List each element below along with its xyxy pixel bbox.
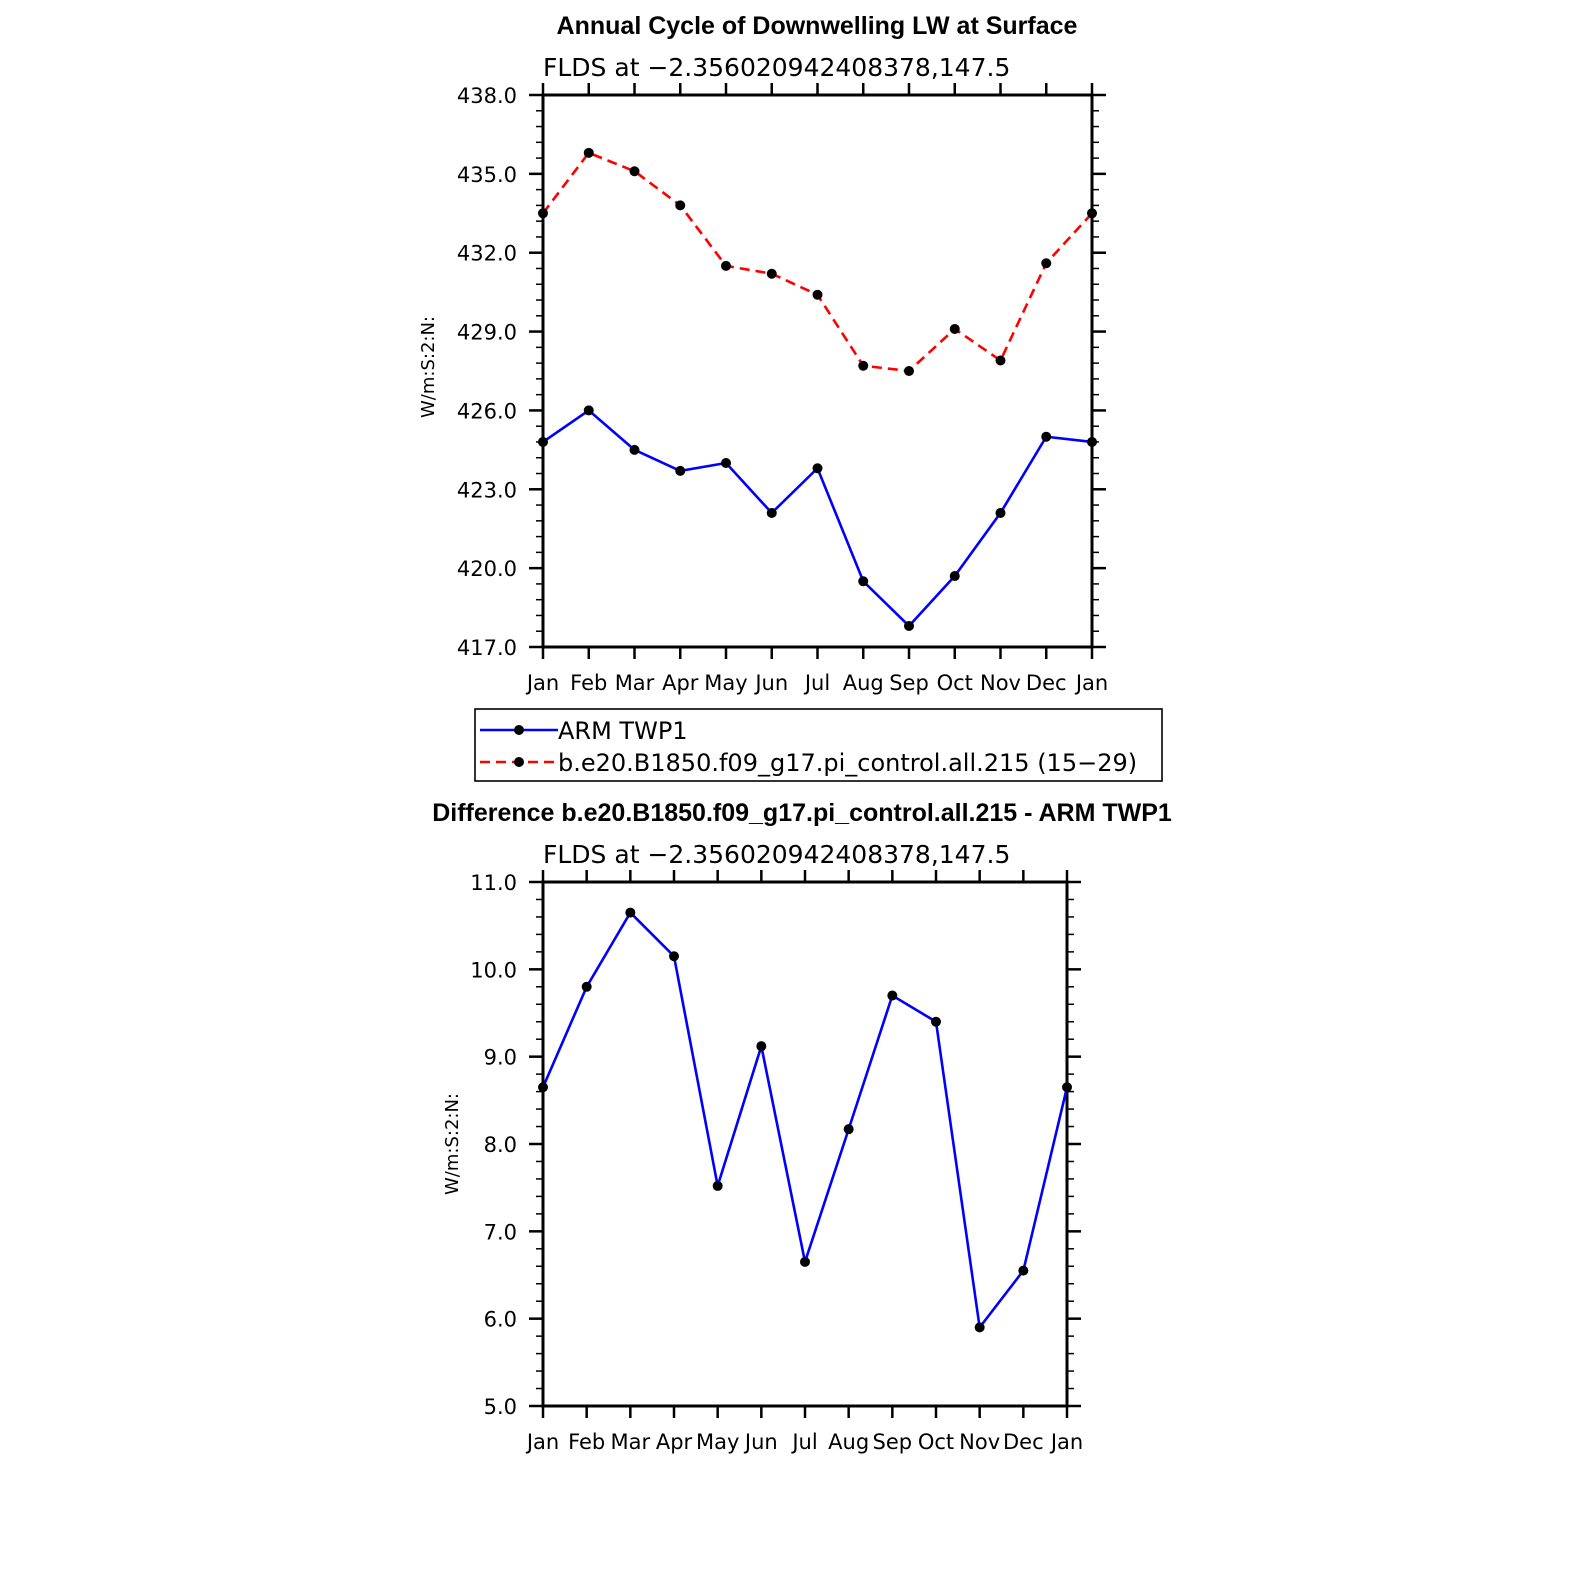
legend-label-model: b.e20.B1850.f09_g17.pi_control.all.215 (… [558, 749, 1137, 777]
series-1-point [766, 268, 777, 279]
x-tick-label: Sep [889, 671, 929, 695]
series-1-point [1087, 208, 1097, 219]
top-chart-title: Annual Cycle of Downwelling LW at Surfac… [557, 12, 1078, 40]
x-tick-label: Jan [525, 1430, 559, 1454]
y-tick-label: 6.0 [484, 1308, 517, 1332]
x-tick-label: Jun [743, 1430, 778, 1454]
x-tick-label: Dec [1003, 1430, 1044, 1454]
series-0-point [625, 907, 636, 918]
y-tick-label: 417.0 [457, 636, 517, 660]
x-tick-label: May [696, 1430, 739, 1454]
legend-box [474, 708, 1163, 782]
series-1-point [629, 166, 640, 177]
y-tick-label: 7.0 [484, 1220, 517, 1244]
series-0-point [669, 951, 679, 962]
x-tick-label: Mar [615, 671, 655, 695]
series-0-point [766, 507, 777, 518]
series-0-point [538, 1082, 548, 1093]
series-1-point [995, 355, 1006, 366]
x-tick-label: Jul [803, 671, 830, 695]
bottom-chart-y-axis-label: W/m:S:2:N: [442, 1093, 463, 1195]
top-chart-subtitle: FLDS at −2.356020942408378,147.5 [543, 53, 1010, 82]
series-0-point [581, 981, 592, 992]
series-0-point [1041, 431, 1052, 442]
legend-marker-model [514, 757, 524, 767]
bottom-chart-plot-area: Jan Feb Mar Apr May Jun Jul Aug Sep Oct Nov Dec Jan5… [470, 870, 1083, 1454]
series-0-point [931, 1016, 941, 1027]
y-tick-label: 5.0 [484, 1395, 517, 1419]
series-0-point [538, 436, 548, 447]
x-tick-label: Aug [843, 671, 884, 695]
series-0-point [949, 571, 960, 582]
series-0-point [583, 405, 594, 416]
x-tick-label: Jan [1074, 671, 1108, 695]
legend-marker-arm-twp1 [514, 725, 524, 735]
y-tick-label: 8.0 [484, 1133, 517, 1157]
series-0-point [1062, 1082, 1072, 1093]
series-0-point [629, 444, 640, 455]
x-tick-label: Nov [980, 671, 1021, 695]
series-0-point [1018, 1265, 1029, 1276]
series-0-point [887, 990, 898, 1001]
series-1-point [812, 289, 823, 300]
series-1-point [949, 323, 960, 334]
x-tick-label: Nov [959, 1430, 1000, 1454]
x-tick-label: Jul [790, 1430, 817, 1454]
series-0-point [721, 458, 731, 468]
top-chart-y-axis-label: W/m:S:2:N: [418, 316, 439, 418]
x-tick-label: Jan [1049, 1430, 1083, 1454]
y-tick-label: 423.0 [457, 478, 517, 502]
series-0-point [712, 1180, 723, 1191]
top-chart-plot-area: Jan Feb Mar Apr May Jun Jul Aug Sep Oct Nov Dec Jan 4… [457, 83, 1108, 695]
y-tick-label: 438.0 [457, 84, 517, 108]
y-tick-label: 435.0 [457, 163, 517, 187]
series-1-point [538, 208, 548, 219]
x-tick-label: Dec [1026, 671, 1067, 695]
x-tick-label: Feb [570, 671, 607, 695]
plot-frame [541, 880, 1069, 1408]
y-tick-label: 420.0 [457, 557, 517, 581]
series-1-point [1041, 258, 1052, 269]
x-tick-label: Oct [937, 671, 973, 695]
series-0-point [995, 507, 1006, 518]
x-tick-label: Oct [918, 1430, 954, 1454]
series-line-1 [541, 151, 1093, 373]
series-0-point [800, 1256, 810, 1267]
x-tick-label: Jun [753, 671, 788, 695]
x-tick-label: Apr [662, 671, 699, 695]
series-0-point [675, 465, 686, 476]
series-line-0 [542, 408, 1093, 628]
x-tick-label: Apr [656, 1430, 693, 1454]
series-0-point [843, 1124, 854, 1135]
series-1-point [675, 200, 686, 211]
y-tick-label: 426.0 [457, 399, 517, 423]
series-0-point [756, 1041, 767, 1052]
x-tick-label: Feb [568, 1430, 605, 1454]
y-tick-label: 10.0 [470, 958, 517, 982]
y-tick-label: 432.0 [457, 242, 517, 266]
x-tick-label: May [704, 671, 747, 695]
x-tick-label: Sep [873, 1430, 913, 1454]
x-tick-label: Mar [611, 1430, 651, 1454]
series-1-point [721, 260, 731, 271]
series-0-point [812, 463, 823, 474]
series-0-point [904, 620, 914, 631]
series-0-point [974, 1322, 985, 1333]
y-tick-label: 11.0 [470, 871, 517, 895]
plot-frame [541, 93, 1094, 649]
y-tick-label: 429.0 [457, 321, 517, 345]
bottom-chart-title: Difference b.e20.B1850.f09_g17.pi_contro… [432, 799, 1172, 827]
y-tick-label: 9.0 [484, 1046, 517, 1070]
x-tick-label: Aug [828, 1430, 869, 1454]
series-0-point [858, 576, 869, 587]
series-1-point [904, 366, 914, 376]
legend: ARM TWP1 b.e20.B1850.f09_g17.pi_control.… [474, 708, 1163, 782]
series-1-point [583, 147, 594, 158]
series-1-point [858, 360, 869, 371]
series-0-point [1087, 436, 1097, 447]
x-tick-label: Jan [525, 671, 559, 695]
bottom-chart-subtitle: FLDS at −2.356020942408378,147.5 [543, 840, 1010, 869]
legend-label-arm-twp1: ARM TWP1 [558, 717, 688, 745]
